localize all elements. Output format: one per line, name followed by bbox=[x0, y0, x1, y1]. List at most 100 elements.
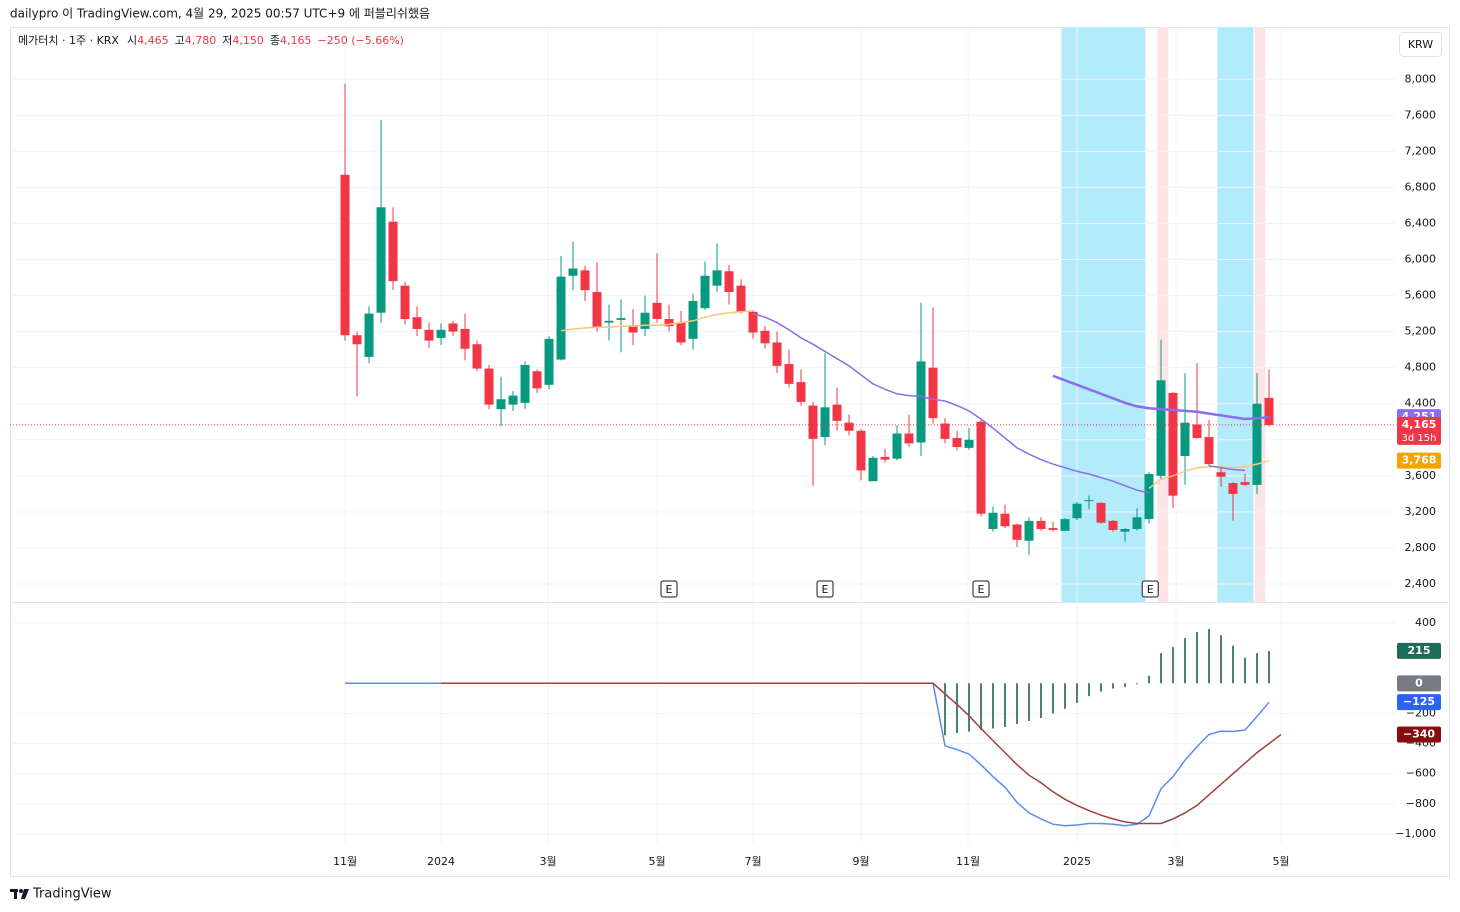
candle-body bbox=[616, 318, 626, 320]
session-highlight bbox=[1254, 27, 1266, 602]
axis-price-label: 0 bbox=[1415, 676, 1423, 689]
moving-average bbox=[560, 310, 1270, 489]
histogram-bar bbox=[980, 683, 983, 731]
histogram-bar bbox=[1028, 683, 1031, 721]
candle-body bbox=[412, 317, 422, 329]
candle-body bbox=[940, 423, 950, 439]
candle-body bbox=[364, 313, 374, 357]
histogram-bar bbox=[1124, 683, 1127, 688]
histogram-bar bbox=[992, 683, 995, 729]
axis-price-label: 215 bbox=[1408, 644, 1431, 657]
publish-header: dailypro 이 TradingView.com, 4월 29, 2025 … bbox=[10, 7, 430, 21]
candle-body bbox=[748, 311, 758, 333]
candle-body bbox=[1264, 397, 1274, 425]
x-tick-label: 5월 bbox=[648, 855, 665, 868]
candle-body bbox=[1000, 513, 1010, 527]
y-tick-label: 2,400 bbox=[1405, 577, 1437, 590]
axis-price-box bbox=[1397, 726, 1441, 743]
candle-body bbox=[712, 270, 722, 286]
candle-body bbox=[1156, 380, 1166, 476]
legend-label: 종 bbox=[270, 34, 280, 47]
event-label: E bbox=[822, 583, 829, 596]
histogram-bar bbox=[1136, 683, 1139, 685]
axis-price-box bbox=[1397, 694, 1441, 711]
legend-value: 4,780 bbox=[185, 34, 217, 47]
candle-body bbox=[604, 320, 614, 323]
event-marker bbox=[1141, 580, 1159, 598]
y-tick-label: −600 bbox=[1406, 767, 1436, 780]
currency-label[interactable]: KRW bbox=[1408, 38, 1433, 51]
candle-body bbox=[1192, 424, 1202, 438]
x-tick-label: 9월 bbox=[852, 855, 869, 868]
axis-price-box bbox=[1397, 675, 1441, 692]
axis-price-label: 3,768 bbox=[1402, 454, 1437, 467]
histogram-bar bbox=[1148, 675, 1151, 684]
y-tick-label: 2,800 bbox=[1405, 541, 1437, 554]
legend-label: 저 bbox=[222, 34, 232, 47]
legend-value: 4,465 bbox=[137, 34, 169, 47]
axis-price-box bbox=[1397, 452, 1441, 469]
event-marker bbox=[972, 580, 990, 598]
y-tick-label: −800 bbox=[1406, 797, 1436, 810]
histogram-bar bbox=[1088, 683, 1091, 697]
histogram-bar bbox=[1184, 638, 1187, 684]
legend-value: 4,165 bbox=[280, 34, 312, 47]
event-label: E bbox=[666, 583, 673, 596]
tradingview-logo bbox=[10, 889, 29, 899]
candle-body bbox=[340, 174, 350, 336]
axis-price-box bbox=[1397, 642, 1441, 659]
histogram-bar bbox=[1040, 683, 1043, 718]
y-tick-label: 4,800 bbox=[1405, 361, 1437, 374]
y-tick-label: 6,800 bbox=[1405, 180, 1437, 193]
axis-countdown: 3d 15h bbox=[1402, 433, 1437, 444]
histogram-bar bbox=[1256, 653, 1259, 684]
y-tick-label: 7,200 bbox=[1405, 144, 1437, 157]
candle-body bbox=[844, 422, 854, 431]
y-tick-label: 7,600 bbox=[1405, 108, 1437, 121]
candle-body bbox=[544, 338, 554, 385]
session-highlight bbox=[1157, 27, 1169, 602]
histogram-bar bbox=[1112, 683, 1115, 689]
candle-body bbox=[784, 364, 794, 384]
candle-body bbox=[856, 430, 866, 471]
axis-price-label: 4,165 bbox=[1402, 418, 1437, 431]
x-tick-label: 5월 bbox=[1272, 855, 1289, 868]
x-tick-label: 11월 bbox=[333, 855, 357, 868]
candle-body bbox=[868, 457, 878, 482]
histogram-bar bbox=[1004, 683, 1007, 728]
histogram-bar bbox=[968, 683, 971, 732]
y-tick-label: 3,600 bbox=[1405, 469, 1437, 482]
axis-price-label: −340 bbox=[1403, 728, 1436, 741]
event-label: E bbox=[978, 583, 985, 596]
candle-body bbox=[904, 433, 914, 444]
indicator-line bbox=[441, 682, 1282, 825]
histogram-bar bbox=[1208, 629, 1211, 684]
candle-body bbox=[988, 512, 998, 529]
candle-body bbox=[496, 399, 506, 410]
currency-button[interactable] bbox=[1399, 32, 1442, 57]
candle-body bbox=[808, 405, 818, 439]
candle-body bbox=[976, 421, 986, 514]
candle-body bbox=[916, 361, 926, 443]
candle-body bbox=[724, 271, 734, 292]
candle-body bbox=[760, 330, 770, 344]
candle-body bbox=[1096, 502, 1106, 523]
candle-body bbox=[352, 335, 362, 345]
event-label: E bbox=[1147, 583, 1154, 596]
legend-change: −250 (−5.66%) bbox=[317, 34, 403, 47]
candle-body bbox=[928, 367, 938, 419]
y-tick-label: 6,000 bbox=[1405, 253, 1437, 266]
legend-label: 시 bbox=[127, 34, 137, 47]
candle-body bbox=[1012, 524, 1022, 540]
histogram-bar bbox=[1220, 635, 1223, 684]
chart-frame bbox=[10, 27, 1450, 877]
candle-body bbox=[640, 312, 650, 329]
moving-average bbox=[1052, 374, 1270, 421]
legend-value: 4,150 bbox=[232, 34, 264, 47]
histogram-bar bbox=[1244, 657, 1247, 684]
candle-body bbox=[424, 329, 434, 341]
candle-body bbox=[556, 276, 566, 360]
y-tick-label: −1,000 bbox=[1395, 827, 1436, 840]
candle-body bbox=[664, 319, 674, 327]
